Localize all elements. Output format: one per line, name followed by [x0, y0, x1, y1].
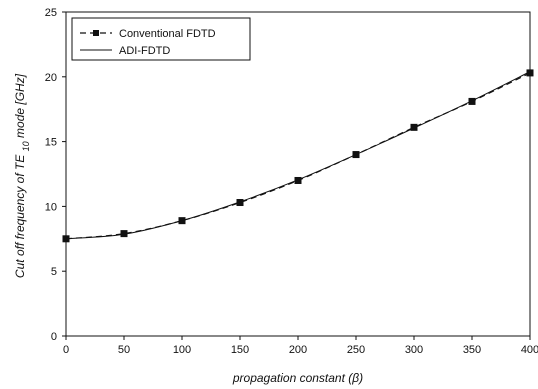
y-tick-label: 0: [51, 331, 57, 343]
y-tick-label: 5: [51, 266, 57, 278]
y-axis-title-suffix: mode [GHz]: [13, 73, 27, 138]
series-0-marker: [62, 235, 70, 243]
legend-marker-conventional: [93, 30, 99, 36]
y-tick-label: 15: [45, 137, 57, 149]
x-tick-label: 50: [118, 344, 130, 356]
series-0-marker: [178, 217, 186, 225]
x-axis-ticks: 0 50 100 150 200 250 300 350 400: [63, 336, 538, 356]
legend: Conventional FDTD ADI-FDTD: [71, 17, 251, 61]
series-0-marker: [294, 176, 302, 184]
series-0-marker: [236, 199, 244, 207]
series-layer: [62, 69, 534, 243]
y-axis-title-subscript: 10: [21, 141, 31, 151]
series-line-1: [65, 71, 531, 240]
y-tick-label: 20: [45, 72, 57, 84]
y-tick-label: 10: [45, 201, 57, 213]
plot-area: [65, 11, 531, 337]
series-line-0: [65, 72, 531, 240]
x-tick-label: 350: [463, 344, 481, 356]
x-tick-label: 150: [231, 344, 249, 356]
plot-frame: [65, 11, 531, 337]
x-tick-label: 0: [63, 344, 69, 356]
series-0-marker: [352, 151, 360, 159]
legend-label-conventional: Conventional FDTD: [119, 28, 216, 40]
x-axis-title: propagation constant (β): [232, 371, 363, 385]
x-tick-label: 400: [521, 344, 538, 356]
x-tick-label: 300: [405, 344, 423, 356]
legend-box: [71, 17, 251, 61]
series-0-marker: [526, 69, 534, 77]
y-axis-title-prefix: Cut off frequency of TE: [13, 154, 27, 278]
x-tick-label: 100: [173, 344, 191, 356]
legend-label-adi: ADI-FDTD: [119, 45, 170, 57]
series-0-marker: [410, 123, 418, 131]
x-tick-label: 250: [347, 344, 365, 356]
series-0-marker: [120, 230, 128, 238]
y-axis-title: Cut off frequency of TE 10 mode [GHz]: [13, 73, 31, 278]
y-axis-ticks: 0 5 10 15 20 25: [45, 7, 66, 343]
y-tick-label: 25: [45, 7, 57, 19]
series-0-marker: [468, 97, 476, 105]
x-tick-label: 200: [289, 344, 307, 356]
